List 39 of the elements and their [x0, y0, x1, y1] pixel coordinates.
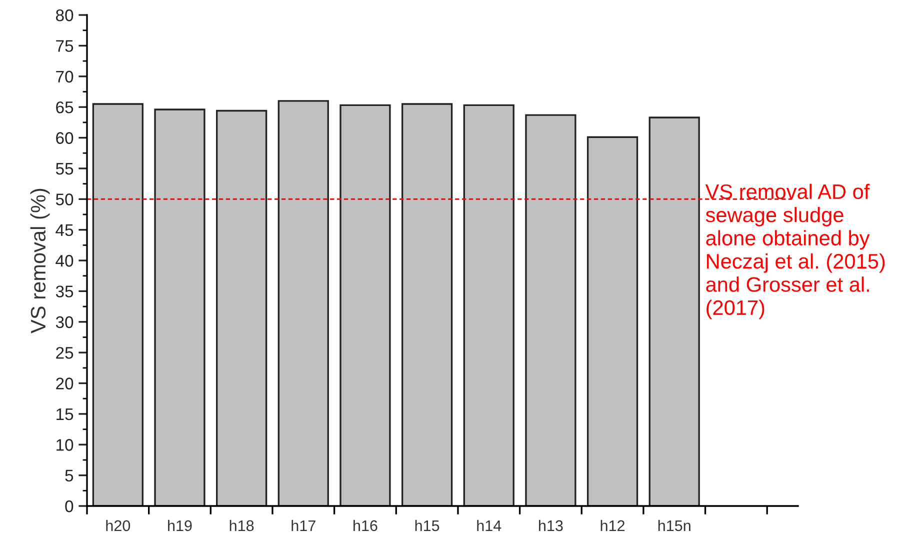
x-tick-label: h14 [477, 520, 502, 531]
y-tick-label: 75 [56, 40, 74, 52]
y-tick-label: 10 [56, 439, 74, 451]
bar [154, 108, 206, 506]
y-tick-label: 80 [56, 9, 74, 22]
x-tick-label: h20 [106, 520, 130, 532]
y-tick-label: 15 [56, 408, 74, 420]
x-tick-label: h15n [658, 520, 690, 532]
bar [216, 110, 268, 506]
y-tick-label: 35 [56, 286, 74, 298]
y-tick-label: 30 [56, 316, 74, 328]
y-tick-label: 5 [65, 470, 74, 482]
x-tick-label: h15 [415, 520, 440, 532]
bar [648, 116, 700, 506]
y-tick-label: 45 [56, 224, 74, 236]
y-tick-label: 50 [56, 194, 74, 206]
y-tick-label: 55 [56, 163, 74, 175]
y-tick-label: 25 [56, 346, 74, 359]
bar [278, 100, 329, 506]
y-tick-label: 40 [56, 254, 74, 267]
x-tick-label: h19 [168, 520, 192, 532]
y-axis-title: VS removal (%) [30, 188, 50, 334]
bar [586, 136, 638, 506]
x-tick-label: h17 [292, 520, 316, 531]
x-tick-label: h13 [539, 520, 563, 532]
y-tick-label: 20 [56, 378, 74, 390]
y-tick-label: 70 [56, 70, 74, 83]
ref-line-label: VS removal AD of sewage sludge alone obtained by Neczaj et al. (2015) and Grosser et al. (2017) [705, 184, 885, 320]
bar [401, 103, 453, 506]
bar [340, 104, 391, 506]
y-tick-label: 0 [65, 500, 74, 512]
x-tick-label: h16 [354, 520, 378, 532]
y-tick-label: 65 [56, 101, 74, 114]
y-tick-label: 60 [56, 132, 74, 144]
bar [92, 103, 144, 506]
x-tick-label: h18 [230, 520, 254, 532]
bar [525, 114, 576, 506]
x-tick-label: h12 [600, 520, 624, 531]
bar [463, 104, 514, 506]
